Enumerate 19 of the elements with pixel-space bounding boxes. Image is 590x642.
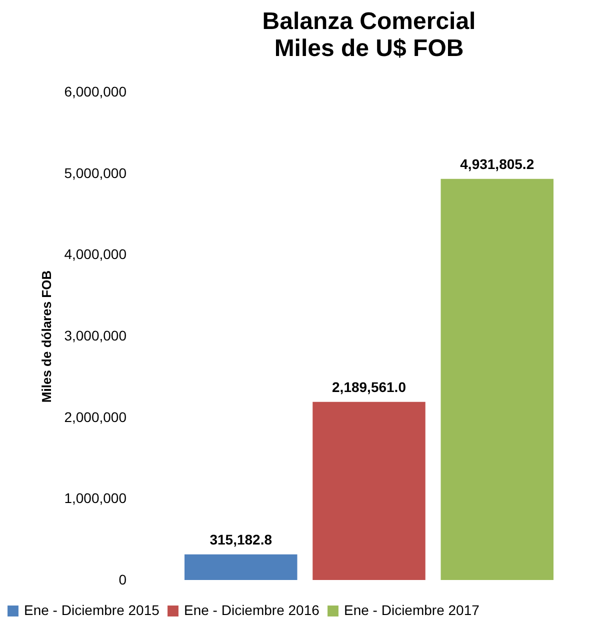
bar	[184, 554, 298, 580]
bar	[312, 402, 426, 580]
chart-title: Balanza Comercial	[262, 8, 476, 35]
legend-label: Ene - Diciembre 2016	[184, 602, 320, 618]
y-tick-label: 0	[118, 572, 127, 588]
data-label: 315,182.8	[210, 531, 272, 548]
y-tick-label: 5,000,000	[64, 164, 127, 181]
y-tick-label: 3,000,000	[64, 328, 127, 344]
legend-label: Ene - Diciembre 2017	[344, 602, 480, 618]
data-label: 2,189,561.0	[332, 378, 406, 395]
y-tick-label: 4,000,000	[64, 246, 127, 262]
chart-subtitle: Miles de U$ FOB	[274, 35, 464, 62]
data-label: 4,931,805.2	[460, 156, 534, 172]
y-tick-label: 1,000,000	[64, 490, 127, 506]
y-tick-label: 2,000,000	[64, 408, 127, 425]
legend-label: Ene - Diciembre 2015	[24, 602, 160, 618]
y-tick-label: 6,000,000	[64, 84, 127, 100]
y-axis-title: Miles de dólares FOB	[39, 270, 54, 403]
bar	[440, 178, 554, 580]
